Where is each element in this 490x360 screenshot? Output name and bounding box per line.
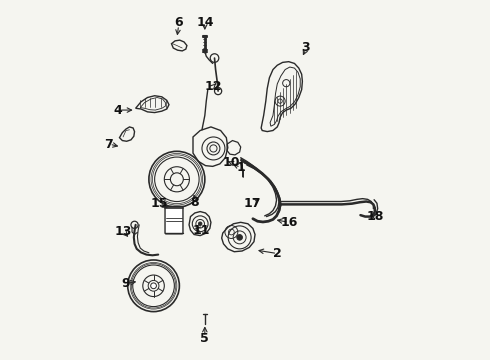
Text: 11: 11 xyxy=(193,224,210,237)
Text: 13: 13 xyxy=(114,225,132,238)
Circle shape xyxy=(198,222,202,226)
Text: 16: 16 xyxy=(280,216,297,229)
Text: 10: 10 xyxy=(222,156,240,169)
Text: 3: 3 xyxy=(302,41,310,54)
Text: 14: 14 xyxy=(196,16,214,29)
Text: 12: 12 xyxy=(205,80,222,93)
Text: 5: 5 xyxy=(200,332,209,345)
Text: 8: 8 xyxy=(191,196,199,209)
Text: 1: 1 xyxy=(236,161,245,174)
Circle shape xyxy=(237,234,243,240)
Text: 2: 2 xyxy=(273,247,282,260)
Text: 18: 18 xyxy=(366,210,384,223)
Text: 7: 7 xyxy=(104,138,112,150)
FancyBboxPatch shape xyxy=(165,207,183,234)
Text: 6: 6 xyxy=(174,17,183,30)
Text: 15: 15 xyxy=(151,197,169,210)
Circle shape xyxy=(151,283,156,289)
Text: 9: 9 xyxy=(122,278,130,291)
Text: 4: 4 xyxy=(113,104,122,117)
Text: 17: 17 xyxy=(244,197,261,210)
